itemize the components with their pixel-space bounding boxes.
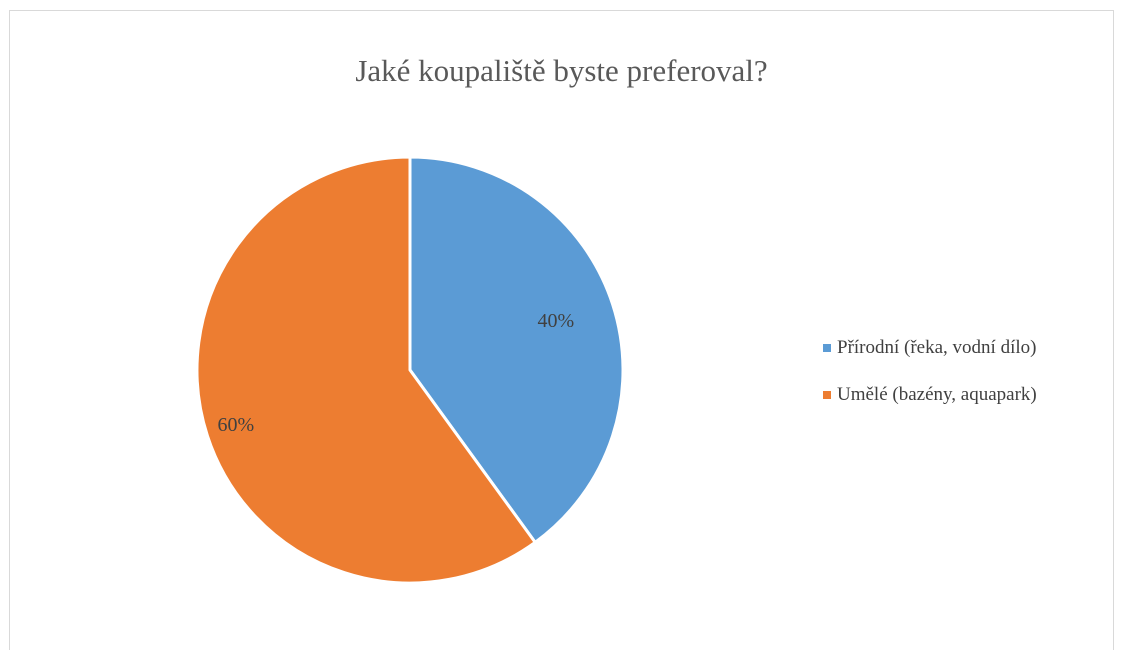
legend-item-umele: Umělé (bazény, aquapark) [823,384,1037,405]
legend: Přírodní (řeka, vodní dílo) Umělé (bazén… [823,337,1037,432]
legend-swatch-umele [823,391,831,399]
legend-item-prirodni: Přírodní (řeka, vodní dílo) [823,337,1037,358]
pie-data-label-0: 40% [538,310,575,332]
pie-slice-0 [408,155,625,544]
legend-label-prirodni: Přírodní (řeka, vodní dílo) [837,337,1037,358]
chart-area: Jaké koupaliště byste preferoval? 40% 60%… [9,10,1114,650]
pie-data-labels: 40% 60% [217,310,574,436]
legend-label-umele: Umělé (bazény, aquapark) [837,384,1037,405]
pie-data-label-1: 60% [217,414,254,436]
pie-slice-1 [195,155,537,585]
pie-chart: 40% 60% [195,155,625,585]
chart-title: Jaké koupaliště byste preferoval? [355,53,768,88]
pie-slices [195,155,625,585]
legend-swatch-prirodni [823,344,831,352]
